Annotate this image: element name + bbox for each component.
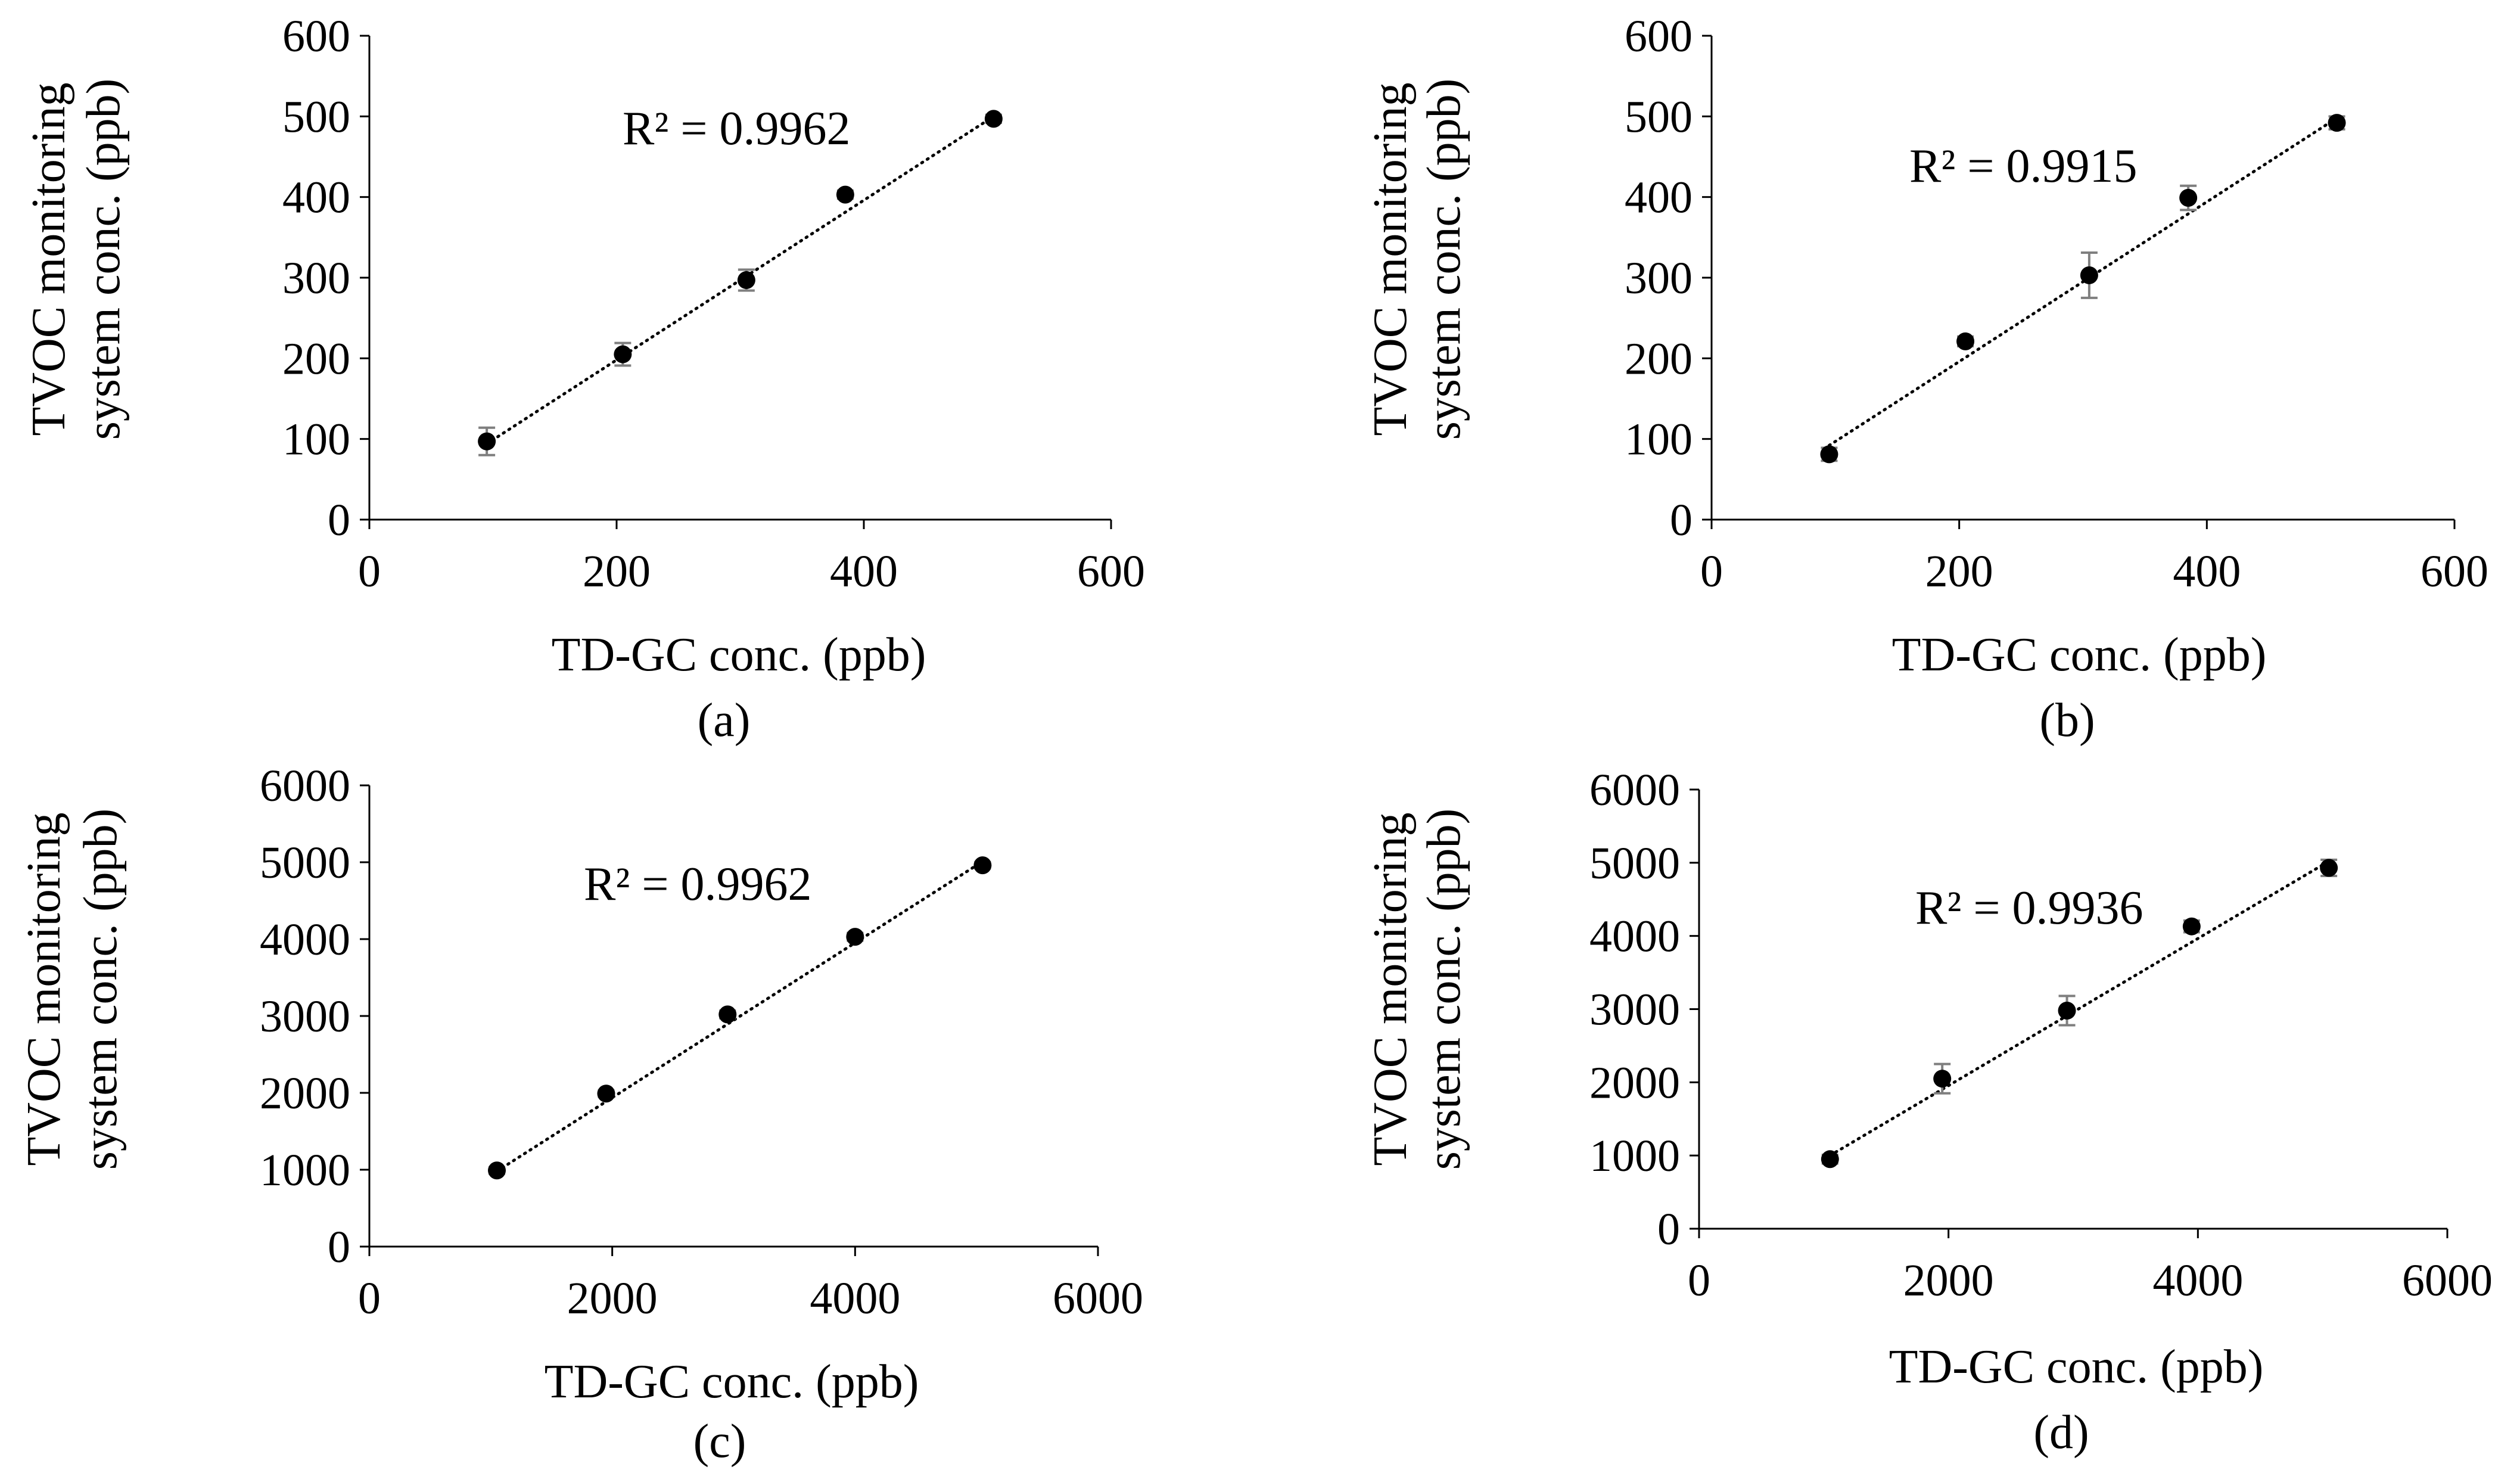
y-tick-label: 0	[328, 495, 350, 545]
trendline	[1828, 859, 2331, 1157]
y-axis-title-line2: system conc. (ppb)	[1418, 79, 1470, 440]
y-tick-label: 0	[328, 1222, 350, 1272]
x-tick-label: 6000	[1053, 1273, 1143, 1323]
data-point	[2328, 114, 2346, 132]
panel-label: (a)	[698, 694, 751, 747]
data-point	[2182, 917, 2201, 936]
y-tick-label: 200	[282, 334, 350, 384]
data-point	[737, 271, 755, 290]
y-tick-label: 500	[282, 92, 350, 142]
x-tick-label: 0	[1688, 1256, 1710, 1306]
chart-panel-d: TVOC monitoring system conc. (ppb) TD-GC…	[1364, 765, 2493, 1459]
panel-label: (d)	[2033, 1406, 2089, 1459]
data-point	[597, 1085, 615, 1103]
x-tick-label: 0	[358, 1273, 381, 1323]
data-point	[488, 1161, 506, 1180]
chart-panel-c: TVOC monitoring system conc. (ppb) TD-GC…	[18, 761, 1143, 1468]
x-axis-title: TD-GC conc. (ppb)	[1892, 629, 2267, 681]
data-point	[478, 432, 496, 450]
y-axis-title-line2: system conc. (ppb)	[74, 809, 127, 1170]
y-axis-title-line1: TVOC monitoring	[1364, 82, 1417, 436]
y-tick-label: 5000	[260, 838, 350, 888]
y-tick-label: 300	[282, 253, 350, 303]
y-tick-label: 600	[282, 11, 350, 61]
x-tick-label: 600	[1077, 546, 1145, 596]
data-point	[614, 345, 632, 363]
trendline	[1827, 116, 2339, 447]
x-tick-label: 600	[2421, 546, 2488, 596]
chart-panel-b: TVOC monitoring system conc. (ppb) TD-GC…	[1364, 11, 2488, 747]
data-point	[1820, 445, 1838, 464]
data-point	[846, 928, 864, 946]
y-tick-label: 200	[1625, 334, 1693, 384]
data-point	[1821, 1150, 1839, 1169]
r-squared-annotation: R² = 0.9962	[623, 102, 850, 155]
x-tick-label: 4000	[2152, 1256, 2243, 1306]
x-tick-label: 0	[1700, 546, 1723, 596]
x-tick-label: 2000	[1903, 1256, 1994, 1306]
data-point	[1956, 332, 1975, 350]
y-tick-label: 3000	[260, 992, 350, 1042]
y-tick-label: 0	[1670, 495, 1693, 545]
y-tick-label: 1000	[260, 1145, 350, 1195]
y-tick-label: 4000	[260, 915, 350, 965]
y-axis-title-line2: system conc. (ppb)	[77, 79, 130, 440]
y-tick-label: 6000	[260, 761, 350, 811]
y-tick-label: 6000	[1589, 765, 1680, 815]
x-tick-label: 400	[2173, 546, 2241, 596]
data-point	[1933, 1070, 1952, 1088]
x-axis-title: TD-GC conc. (ppb)	[545, 1356, 919, 1408]
data-point	[984, 110, 1003, 128]
y-tick-label: 300	[1625, 253, 1693, 303]
data-point	[973, 856, 992, 875]
x-tick-label: 2000	[567, 1273, 658, 1323]
data-point	[2058, 1001, 2076, 1020]
y-axis-title-line1: TVOC monitoring	[18, 812, 70, 1166]
y-tick-label: 2000	[260, 1068, 350, 1118]
y-tick-label: 400	[1625, 173, 1693, 223]
data-point	[2080, 266, 2098, 284]
y-tick-label: 2000	[1589, 1058, 1680, 1108]
x-axis-title: TD-GC conc. (ppb)	[552, 629, 926, 681]
data-point	[718, 1005, 737, 1024]
panel-label: (c)	[693, 1415, 746, 1468]
data-point	[836, 185, 854, 204]
y-tick-label: 0	[1657, 1204, 1680, 1254]
x-tick-label: 6000	[2402, 1256, 2493, 1306]
panel-label: (b)	[2039, 694, 2095, 747]
x-tick-label: 400	[830, 546, 898, 596]
y-tick-label: 100	[1625, 415, 1693, 465]
data-point	[2320, 859, 2338, 877]
y-tick-label: 600	[1625, 11, 1693, 61]
y-tick-label: 3000	[1589, 985, 1680, 1035]
x-tick-label: 4000	[810, 1273, 900, 1323]
y-tick-label: 5000	[1589, 838, 1680, 888]
y-tick-label: 4000	[1589, 912, 1680, 962]
r-squared-annotation: R² = 0.9962	[584, 858, 811, 911]
y-tick-label: 400	[282, 173, 350, 223]
x-axis-title: TD-GC conc. (ppb)	[1889, 1341, 2264, 1393]
y-tick-label: 500	[1625, 92, 1693, 142]
r-squared-annotation: R² = 0.9915	[1909, 140, 2137, 192]
y-tick-label: 100	[282, 415, 350, 465]
y-axis-title-line1: TVOC monitoring	[23, 82, 75, 436]
r-squared-annotation: R² = 0.9936	[1915, 882, 2143, 934]
x-tick-label: 200	[1925, 546, 1993, 596]
y-axis-title-line1: TVOC monitoring	[1364, 812, 1417, 1166]
data-point	[2179, 189, 2198, 207]
trendline	[495, 860, 984, 1173]
x-tick-label: 0	[358, 546, 381, 596]
y-axis-title-line2: system conc. (ppb)	[1418, 809, 1470, 1170]
y-tick-label: 1000	[1589, 1131, 1680, 1181]
chart-panel-a: TVOC monitoring system conc. (ppb) TD-GC…	[23, 11, 1145, 747]
x-tick-label: 200	[583, 546, 651, 596]
